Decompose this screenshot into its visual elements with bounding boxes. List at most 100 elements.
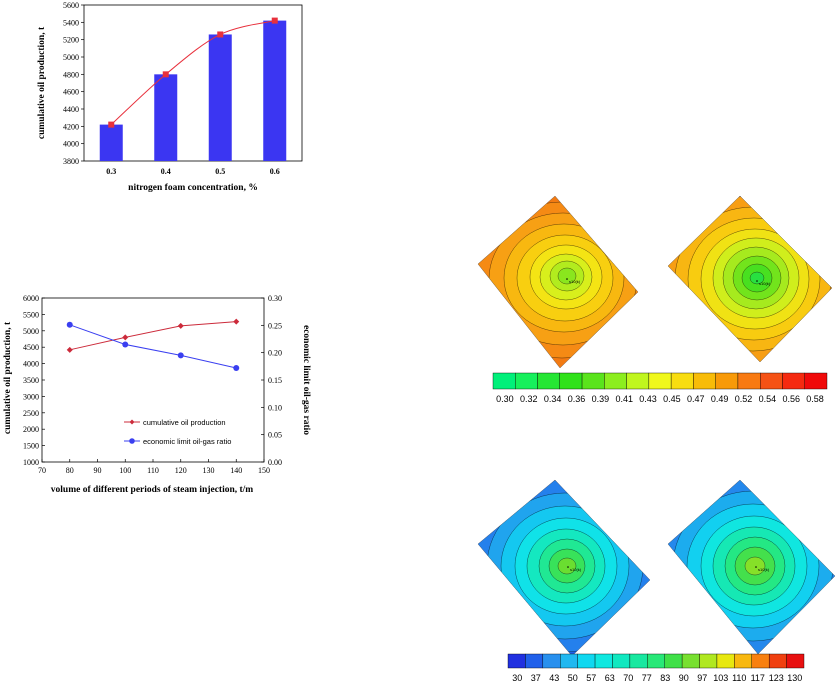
colorbar-swatch (581, 372, 605, 390)
y-tick-label: 4200 (63, 122, 79, 131)
colorbar-swatch (648, 372, 672, 390)
line-chart-y2-label: economic limit oil-gas ratio (301, 325, 311, 435)
colorbar-swatch (768, 653, 787, 669)
colorbar-swatch (560, 653, 578, 669)
y-tick-label: 4600 (63, 88, 79, 97)
legend-label-oil-production: cumulative oil production (143, 418, 226, 427)
legend-label-oil-gas-ratio: economic limit oil-gas ratio (143, 437, 231, 446)
colorbar-tick-label: 103 (713, 673, 728, 682)
colorbar-tick-label: 63 (605, 673, 615, 682)
legend-marker-oil-gas-ratio (129, 438, 135, 444)
contour-map-bottom-left: s10(k) (477, 479, 651, 657)
colorbar-tick-label: 0.45 (663, 394, 681, 404)
colorbar-tick-label: 0.58 (806, 394, 824, 404)
colorbar-swatch (594, 653, 613, 669)
colorbar-swatch (629, 653, 648, 669)
y-tick-label: 5000 (23, 327, 39, 336)
x-tick-label: 0.5 (215, 167, 225, 176)
contour-map-top-left: s10(k) (477, 195, 639, 369)
oil-production-point-100 (122, 334, 129, 341)
colorbar-swatch (542, 653, 561, 669)
colorbar-tick-label: 110 (732, 673, 746, 682)
oil-gas-ratio-point-100 (122, 341, 129, 348)
y-tick-label: 4000 (63, 140, 79, 149)
y-tick-label: 6000 (23, 294, 39, 303)
colorbar-tick-label: 0.49 (711, 394, 729, 404)
colorbar-tick-label: 0.47 (687, 394, 705, 404)
y-tick-label: 4800 (63, 70, 79, 79)
line-chart: 1000 1500 2000 2500 3000 3500 4000 4500 5000 5500… (3, 294, 311, 495)
y2-tick-label: 0.10 (268, 403, 282, 412)
y-tick-label: 5200 (63, 36, 79, 45)
colorbar-tick-label: 50 (568, 673, 578, 682)
colorbar-swatch (664, 653, 683, 669)
colorbar-swatch (734, 653, 752, 669)
y-tick-label: 2500 (23, 409, 39, 418)
line-chart-x-ticks: 70 80 90 100 110 120 130 140 150 (38, 459, 270, 475)
colorbar-swatch (612, 653, 631, 669)
colorbar-tick-label: 57 (586, 673, 596, 682)
oil-gas-ratio-point-140 (233, 364, 240, 371)
x-tick-label: 80 (66, 466, 74, 475)
oil-production-point-120 (177, 322, 184, 329)
colorbar-tick-label: 90 (679, 673, 689, 682)
colorbar-swatch (782, 372, 805, 390)
colorbar-tick-label: 70 (623, 673, 633, 682)
colorbar-tick-label: 97 (697, 673, 707, 682)
y2-tick-label: 0.00 (268, 458, 282, 467)
colorbar-tick-label: 30 (512, 673, 522, 682)
colorbar-bottom (507, 653, 805, 669)
colorbar-tick-label: 37 (531, 673, 541, 682)
series-oil-gas-ratio-line (69, 324, 237, 369)
colorbar-tick-label: 0.32 (520, 394, 538, 404)
x-tick-label: 150 (258, 466, 270, 475)
bar-chart-x-ticks: 0.3 0.4 0.5 0.6 (106, 167, 280, 176)
x-tick-label: 90 (94, 466, 102, 475)
y2-tick-label: 0.15 (268, 376, 282, 385)
colorbar-tick-label: 0.56 (782, 394, 800, 404)
well-label-b: s10(k) (759, 281, 771, 286)
colorbar-swatch (626, 372, 650, 390)
y-tick-label: 3800 (63, 157, 79, 166)
colorbar-swatch (760, 372, 783, 390)
colorbar-tick-label: 0.34 (544, 394, 562, 404)
y-tick-label: 1000 (23, 458, 39, 467)
bar-chart-markers (108, 17, 278, 128)
oil-production-point-80 (66, 346, 73, 353)
y2-tick-label: 0.05 (268, 431, 282, 440)
colorbar-top-labels: 0.30 0.32 0.34 0.36 0.39 0.41 0.43 0.45 0.47 0.49… (496, 394, 824, 404)
y-tick-label: 5000 (63, 53, 79, 62)
colorbar-swatch (804, 372, 828, 390)
y-tick-label: 2000 (23, 425, 39, 434)
series-oil-production-line (69, 321, 237, 351)
colorbar-swatch (693, 372, 716, 390)
y-tick-label: 3500 (23, 376, 39, 385)
line-chart-y2-ticks: 0.00 0.05 0.10 0.15 0.20 0.25 0.30 (261, 294, 282, 467)
x-tick-label: 100 (119, 466, 131, 475)
contour-map-bottom-right: s10(k) (667, 479, 836, 655)
trend-marker-0.4 (162, 71, 169, 78)
trend-marker-0.3 (108, 121, 115, 128)
bar-chart-y-label: cumulative oil production, t (37, 26, 47, 139)
colorbar-tick-label: 130 (787, 673, 802, 682)
y-tick-label: 1500 (23, 442, 39, 451)
y2-tick-label: 0.20 (268, 349, 282, 358)
x-tick-label: 0.3 (106, 167, 116, 176)
colorbar-tick-label: 0.43 (639, 394, 657, 404)
bar-chart-x-label: nitrogen foam concentration, % (128, 183, 258, 193)
colorbar-swatch (751, 653, 770, 669)
x-tick-label: 120 (175, 466, 187, 475)
well-label-c: s10(k) (570, 567, 582, 572)
colorbar-swatch (515, 372, 538, 390)
line-chart-y-ticks: 1000 1500 2000 2500 3000 3500 4000 4500 5000 5500… (23, 294, 45, 467)
x-tick-label: 0.6 (270, 167, 280, 176)
y-tick-label: 4000 (23, 360, 39, 369)
bar-0.5 (208, 34, 232, 161)
colorbar-tick-label: 0.30 (496, 394, 514, 404)
colorbar-swatch (715, 372, 739, 390)
colorbar-tick-label: 77 (642, 673, 652, 682)
colorbar-swatch (525, 653, 544, 669)
colorbar-tick-label: 0.52 (735, 394, 753, 404)
colorbar-tick-label: 0.54 (759, 394, 777, 404)
y-tick-label: 4500 (23, 343, 39, 352)
